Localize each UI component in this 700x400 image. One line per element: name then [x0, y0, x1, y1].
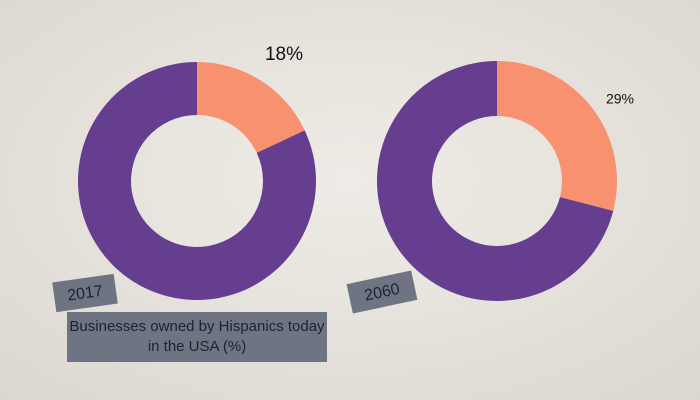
- caption-box: [67, 312, 327, 362]
- data-label: 29%: [606, 91, 634, 107]
- caption: Businesses owned by Hispanics today in t…: [69, 318, 325, 355]
- donut-segment: [497, 61, 617, 211]
- donut-segment: [78, 62, 317, 300]
- data-label: 18%: [265, 44, 303, 65]
- donut-segment: [377, 61, 614, 301]
- year-label: 2017: [66, 283, 104, 305]
- donut-segment: [197, 62, 305, 153]
- year-tag: 2060: [346, 270, 418, 314]
- caption-wrap: Businesses owned by Hispanics today in t…: [69, 318, 325, 355]
- year-tag: 2017: [52, 273, 118, 313]
- year-box: [346, 270, 418, 314]
- year-box: [52, 273, 118, 313]
